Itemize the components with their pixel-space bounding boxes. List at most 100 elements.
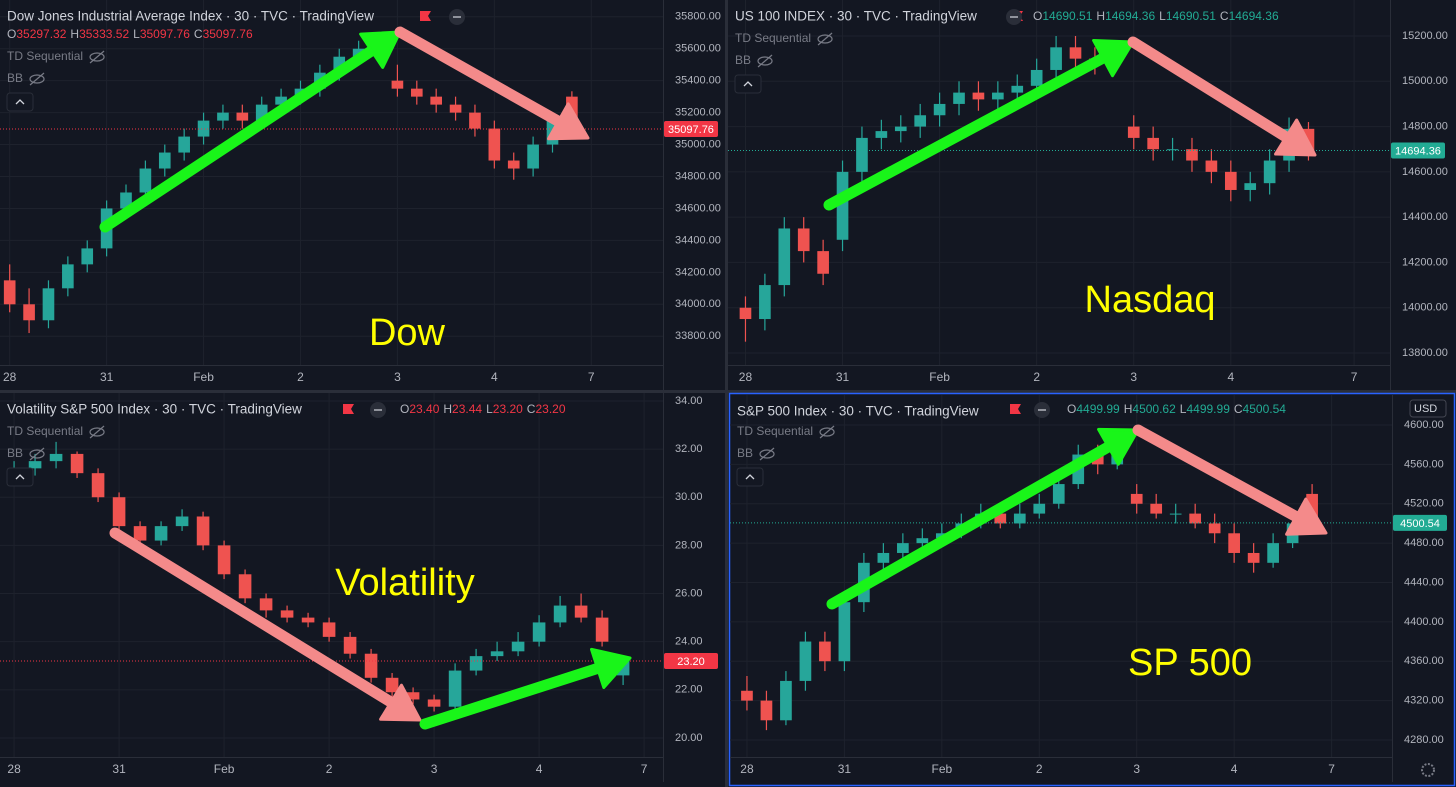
candle-body <box>953 92 965 104</box>
last-price-box <box>664 120 718 137</box>
ohlc-legend: O23.40 H23.44 L23.20 C23.20 <box>400 402 566 416</box>
collapse-chevron <box>15 99 25 105</box>
y-tick-label: 4280.00 <box>1404 734 1444 746</box>
candle-body <box>1247 552 1260 563</box>
last-price-box <box>664 652 718 669</box>
ohlc-key: H <box>443 402 452 416</box>
candle-body <box>1091 454 1104 465</box>
y-tick-label: 4520.00 <box>1404 498 1444 510</box>
flag-icon[interactable] <box>1010 404 1021 414</box>
ohlc-value: 35097.76 <box>140 27 190 41</box>
candle-body <box>992 92 1004 100</box>
x-tick-label: 28 <box>7 762 21 776</box>
y-tick-label: 4600.00 <box>1404 419 1444 431</box>
candle-body <box>301 617 315 623</box>
trend-arrow-head <box>359 30 402 69</box>
settings-gear[interactable] <box>1421 763 1435 777</box>
flag-icon[interactable] <box>343 404 354 414</box>
indicator-label: TD Sequential <box>7 49 83 63</box>
candle-body <box>196 516 210 546</box>
hidden-eye-icon[interactable] <box>89 427 105 437</box>
candle-body <box>91 473 105 498</box>
candle-body <box>916 538 929 544</box>
y-tick-label: 4400.00 <box>1404 616 1444 628</box>
ohlc-value: 14690.51 <box>1042 9 1092 23</box>
x-tick-label: Feb <box>929 370 950 384</box>
indicator-label: BB <box>7 446 23 460</box>
x-tick-label: 31 <box>112 762 126 776</box>
candle-body <box>49 453 63 462</box>
x-tick-label: 28 <box>740 762 754 776</box>
candle-body <box>81 248 94 265</box>
candle-body <box>1069 47 1082 59</box>
flag-icon[interactable] <box>420 11 431 21</box>
candle-body <box>430 96 442 105</box>
trend-arrow-shaft <box>394 26 564 127</box>
ohlc-value: 4500.62 <box>1132 402 1176 416</box>
currency-button[interactable] <box>1409 399 1447 418</box>
collapse-button[interactable] <box>6 467 34 487</box>
collapse-button[interactable] <box>736 467 764 487</box>
x-tick-label: 2 <box>1036 762 1043 776</box>
hidden-eye-icon[interactable] <box>29 449 45 459</box>
y-tick-label: 30.00 <box>675 491 703 503</box>
ohlc-value: 14694.36 <box>1229 9 1279 23</box>
candle-body <box>352 48 365 57</box>
trend-arrow-head <box>1092 38 1135 78</box>
candle-body <box>3 280 16 305</box>
candle-body <box>532 622 546 642</box>
collapse-button[interactable] <box>734 74 762 94</box>
candle-body <box>139 168 152 193</box>
y-tick-label: 28.00 <box>675 539 703 551</box>
annotation-label: Volatility <box>335 562 474 604</box>
candle-body <box>255 104 268 121</box>
hidden-eye-icon[interactable] <box>819 427 835 437</box>
last-price-label: 4500.54 <box>1400 518 1440 530</box>
y-tick-label: 15200.00 <box>1402 30 1448 42</box>
hidden-eye-slash <box>759 447 775 461</box>
last-price-label: 35097.76 <box>668 124 714 136</box>
candle-body <box>877 552 890 563</box>
candle-body <box>856 137 868 172</box>
hidden-eye-icon[interactable] <box>89 52 105 62</box>
candle-body <box>42 288 55 321</box>
candle-body <box>778 228 791 286</box>
candle-body <box>154 526 168 541</box>
x-tick-label: 31 <box>838 762 852 776</box>
y-tick-label: 32.00 <box>675 443 703 455</box>
trend-arrow-shaft <box>823 52 1109 211</box>
candle-body <box>1263 160 1276 184</box>
ohlc-value: 14694.36 <box>1105 9 1155 23</box>
x-tick-label: 2 <box>326 762 333 776</box>
collapse-button[interactable] <box>6 92 34 112</box>
candle-body <box>158 152 171 169</box>
candle-body <box>574 605 588 618</box>
candle-body <box>488 128 501 161</box>
candle-body <box>343 636 357 654</box>
hidden-eye-icon[interactable] <box>759 449 775 459</box>
candle-body <box>819 641 831 662</box>
candle-body <box>894 126 907 132</box>
candle-body <box>217 545 231 575</box>
hidden-eye-slash <box>757 54 773 68</box>
collapse-chevron <box>15 474 25 480</box>
candle-body <box>1244 183 1257 190</box>
candle-body <box>490 651 504 657</box>
hidden-eye-icon[interactable] <box>817 34 833 44</box>
hidden-eye-icon[interactable] <box>29 74 45 84</box>
ohlc-key: L <box>133 27 140 41</box>
y-tick-label: 33800.00 <box>675 330 721 342</box>
candle-body <box>333 56 346 73</box>
candle-body <box>836 171 849 240</box>
hidden-eye-icon[interactable] <box>757 56 773 66</box>
x-tick-label: 4 <box>1231 762 1238 776</box>
y-tick-label: 14200.00 <box>1402 256 1448 268</box>
candle-body <box>1147 137 1159 150</box>
trend-arrow-head <box>379 683 422 722</box>
candle-body <box>406 692 420 700</box>
candle-body <box>322 622 336 637</box>
indicator-label: TD Sequential <box>7 424 83 438</box>
last-price-label: 14694.36 <box>1395 145 1441 157</box>
y-tick-label: 4320.00 <box>1404 695 1444 707</box>
annotation-label: SP 500 <box>1128 642 1252 684</box>
